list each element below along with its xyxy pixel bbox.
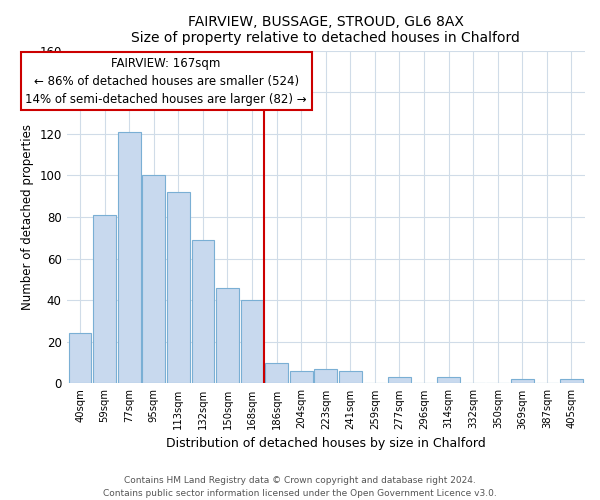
Bar xyxy=(314,369,337,384)
Bar xyxy=(142,176,165,384)
Text: Contains HM Land Registry data © Crown copyright and database right 2024.
Contai: Contains HM Land Registry data © Crown c… xyxy=(103,476,497,498)
Title: FAIRVIEW, BUSSAGE, STROUD, GL6 8AX
Size of property relative to detached houses : FAIRVIEW, BUSSAGE, STROUD, GL6 8AX Size … xyxy=(131,15,520,45)
Bar xyxy=(118,132,140,384)
Bar xyxy=(94,215,116,384)
Bar xyxy=(216,288,239,384)
Bar xyxy=(241,300,263,384)
Y-axis label: Number of detached properties: Number of detached properties xyxy=(21,124,34,310)
Bar xyxy=(69,334,91,384)
Bar xyxy=(265,362,288,384)
Bar xyxy=(511,380,533,384)
Text: FAIRVIEW: 167sqm
← 86% of detached houses are smaller (524)
14% of semi-detached: FAIRVIEW: 167sqm ← 86% of detached house… xyxy=(25,57,307,106)
Bar xyxy=(191,240,214,384)
Bar xyxy=(388,377,411,384)
Bar xyxy=(339,371,362,384)
Bar xyxy=(167,192,190,384)
Bar xyxy=(560,380,583,384)
Bar xyxy=(437,377,460,384)
Bar xyxy=(290,371,313,384)
X-axis label: Distribution of detached houses by size in Chalford: Distribution of detached houses by size … xyxy=(166,437,485,450)
